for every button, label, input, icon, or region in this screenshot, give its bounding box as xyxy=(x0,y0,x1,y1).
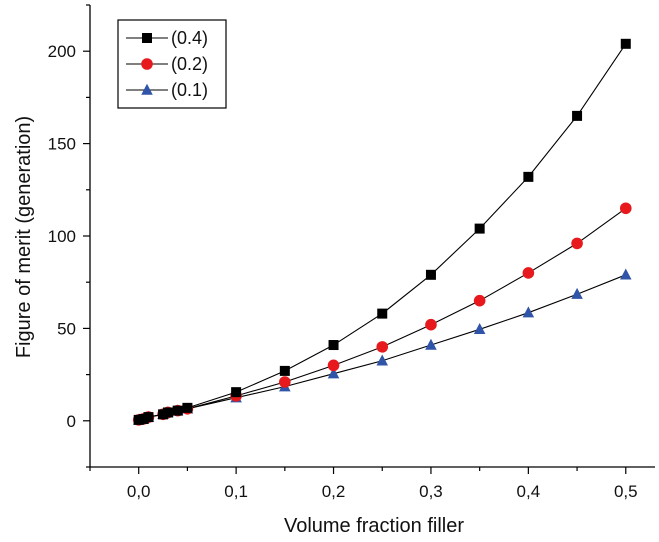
legend-label: (0.4) xyxy=(171,28,208,48)
data-point-square xyxy=(182,402,193,413)
series-layer xyxy=(132,38,632,426)
legend-marker-circle xyxy=(141,58,153,70)
y-tick-label: 200 xyxy=(48,42,76,61)
x-tick-label: 0,4 xyxy=(517,482,541,501)
y-tick-label: 50 xyxy=(57,319,76,338)
data-point-circle xyxy=(571,237,583,250)
data-point-triangle xyxy=(327,367,340,379)
data-point-square xyxy=(162,407,173,418)
legend: (0.4) (0.2) (0.1) xyxy=(117,19,227,109)
data-point-triangle xyxy=(620,268,632,280)
x-tick-label: 0,5 xyxy=(614,482,638,501)
series-line xyxy=(138,43,627,421)
data-point-square xyxy=(572,110,583,121)
legend-label: (0.2) xyxy=(171,54,208,74)
data-point-triangle xyxy=(425,338,437,350)
legend-marker-triangle xyxy=(141,83,153,95)
data-point-square xyxy=(425,269,436,280)
data-point-circle xyxy=(473,294,486,307)
data-point-square xyxy=(231,387,242,398)
x-tick-label: 0,0 xyxy=(127,482,151,501)
data-point-square xyxy=(474,223,485,234)
data-point-square xyxy=(143,412,154,423)
data-point-circle xyxy=(376,341,389,353)
x-tick-label: 0,2 xyxy=(322,482,346,501)
data-point-square xyxy=(620,38,631,49)
legend-label: (0.1) xyxy=(171,80,208,100)
y-axis-title: Figure of merit (generation) xyxy=(13,116,35,358)
y-tick-label: 100 xyxy=(48,227,76,246)
data-point-circle xyxy=(327,359,340,372)
data-point-square xyxy=(523,171,534,182)
data-point-triangle xyxy=(522,306,535,318)
y-tick-label: 150 xyxy=(48,135,76,154)
data-point-square xyxy=(279,365,290,376)
data-point-square xyxy=(377,308,388,319)
data-point-triangle xyxy=(473,323,486,335)
x-axis-title: Volume fraction filler xyxy=(284,515,464,537)
legend-marker-square xyxy=(142,33,152,43)
data-point-circle xyxy=(425,318,437,331)
x-tick-label: 0,1 xyxy=(224,482,248,501)
data-point-circle xyxy=(279,376,291,388)
data-point-triangle xyxy=(376,354,388,366)
y-tick-label: 0 xyxy=(67,412,76,431)
data-point-circle xyxy=(522,267,535,279)
series-square xyxy=(133,38,631,425)
x-tick-label: 0,3 xyxy=(419,482,443,501)
axes: 0,0 0,1 0,2 0,3 0,4 0,5 0 50 100 150 200 xyxy=(48,4,655,501)
data-point-circle xyxy=(619,202,632,215)
data-point-triangle xyxy=(571,287,583,299)
data-point-square xyxy=(328,340,339,351)
data-point-square xyxy=(172,405,183,416)
